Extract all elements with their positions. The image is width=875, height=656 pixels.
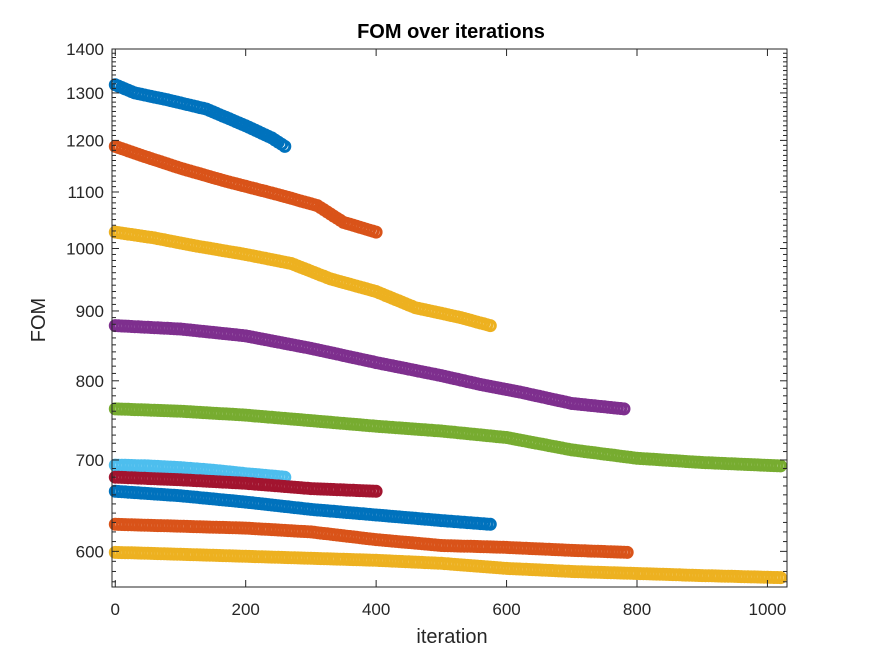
series-8 [108,484,497,531]
x-tick-label: 1000 [749,600,787,619]
y-tick-label: 900 [76,302,104,321]
x-tick-label: 200 [232,600,260,619]
data-point [620,545,634,559]
data-point [774,459,787,473]
series-7 [108,470,383,498]
data-point [369,484,383,498]
data-point [483,517,497,531]
axis-ticks: 0 200 400 600 800 1000 600 700 800 900 1000 1100 120… [66,40,787,619]
series-2 [108,139,383,239]
plot-area [108,78,787,585]
y-tick-label: 1200 [66,131,104,150]
data-point [369,225,383,239]
y-axis-label: FOM [28,298,50,342]
x-tick-label: 600 [492,600,520,619]
data-point [278,139,292,153]
series-10 [108,545,787,585]
x-axis-label: iteration [416,626,487,648]
series-5 [108,402,787,473]
chart-title: FOM over iterations [357,21,545,43]
series-4 [108,319,631,416]
series-3 [108,225,497,333]
y-tick-label: 1000 [66,239,104,258]
y-tick-label: 1300 [66,84,104,103]
x-tick-label: 800 [623,600,651,619]
series-1 [108,78,292,153]
x-tick-label: 400 [362,600,390,619]
data-point [483,319,497,333]
y-tick-label: 1400 [66,40,104,59]
series-9 [108,517,634,559]
y-tick-label: 600 [76,542,104,561]
y-tick-label: 1100 [67,183,104,202]
y-tick-label: 800 [76,372,104,391]
x-tick-label: 0 [111,600,120,619]
data-point [617,402,631,416]
data-point [774,571,787,585]
y-tick-label: 700 [76,451,104,470]
